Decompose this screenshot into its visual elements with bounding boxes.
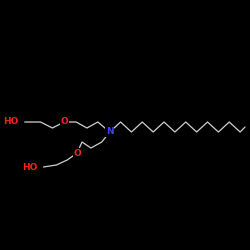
Text: HO: HO xyxy=(4,118,19,126)
Text: O: O xyxy=(60,118,68,126)
Text: N: N xyxy=(106,128,114,136)
Text: HO: HO xyxy=(22,162,38,172)
Text: O: O xyxy=(73,148,81,158)
